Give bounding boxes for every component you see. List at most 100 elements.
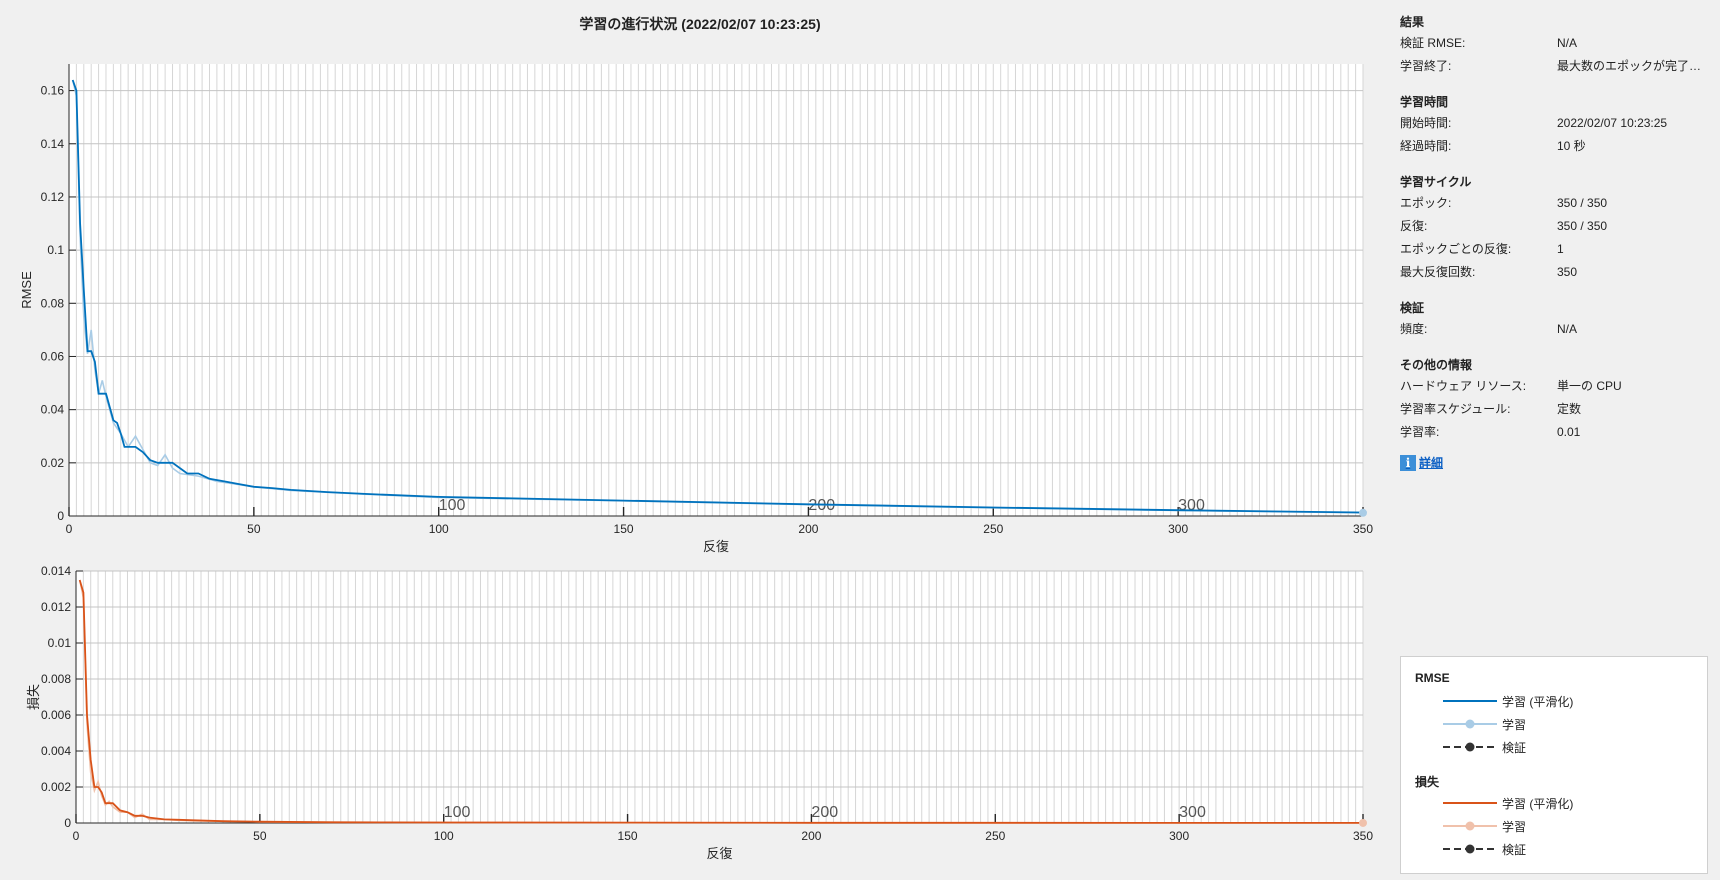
legend-line-dashed-icon — [1443, 742, 1497, 752]
info-row: 頻度: N/A — [1400, 318, 1710, 341]
info-label: ハードウェア リソース: — [1400, 379, 1527, 393]
info-label: 学習率スケジュール: — [1400, 402, 1511, 416]
y-tick-label: 0.04 — [41, 403, 65, 417]
y-tick-label: 0 — [64, 816, 71, 830]
details-link[interactable]: i 詳細 — [1400, 454, 1710, 471]
info-label: 学習率: — [1400, 425, 1440, 439]
info-row: 学習終了: 最大数のエポックが完了し... — [1400, 55, 1710, 78]
last-point-marker — [1359, 818, 1367, 827]
y-tick-label: 0.02 — [41, 456, 65, 470]
x-tick-label: 350 — [1353, 829, 1373, 843]
info-row: 経過時間: 10 秒 — [1400, 135, 1710, 158]
results-heading: 結果 — [1400, 15, 1425, 29]
info-label: 学習終了: — [1400, 59, 1452, 73]
y-tick-label: 0.1 — [47, 243, 64, 257]
y-tick-label: 0.014 — [41, 564, 71, 578]
x-axis-label: 反復 — [703, 539, 729, 554]
legend-loss-title: 損失 — [1415, 775, 1440, 789]
epoch-label: 100 — [439, 497, 466, 514]
x-tick-label: 350 — [1353, 522, 1373, 536]
legend-label: 検証 — [1502, 842, 1527, 857]
y-tick-label: 0 — [57, 509, 64, 523]
info-value: 350 / 350 — [1557, 219, 1608, 233]
legend-panel: RMSE 学習 (平滑化) 学習 検証 損失 学習 (平滑化) 学習 検証 — [1400, 656, 1708, 874]
x-tick-label: 250 — [985, 829, 1005, 843]
y-tick-label: 0.002 — [41, 780, 71, 794]
info-label: 開始時間: — [1400, 116, 1452, 130]
epoch-label: 200 — [811, 804, 838, 821]
info-row: エポックごとの反復: 1 — [1400, 238, 1710, 261]
y-tick-label: 0.14 — [41, 137, 65, 151]
y-tick-label: 0.004 — [41, 744, 71, 758]
info-row: エポック: 350 / 350 — [1400, 192, 1710, 215]
info-row: 検証 RMSE: N/A — [1400, 32, 1710, 55]
info-label: 頻度: — [1400, 322, 1428, 336]
y-tick-label: 0.008 — [41, 672, 71, 686]
x-tick-label: 200 — [801, 829, 821, 843]
legend-label: 学習 — [1502, 819, 1527, 834]
x-tick-label: 300 — [1168, 522, 1188, 536]
info-label: 検証 RMSE: — [1400, 36, 1466, 50]
y-tick-label: 0.01 — [48, 636, 72, 650]
legend-line-dashed-icon — [1443, 844, 1497, 854]
x-tick-label: 300 — [1169, 829, 1189, 843]
training-time-heading: 学習時間 — [1400, 95, 1449, 109]
legend-line-marker-icon — [1443, 719, 1497, 729]
info-row: 最大反復回数: 350 — [1400, 261, 1710, 284]
x-tick-label: 200 — [798, 522, 818, 536]
x-tick-label: 50 — [247, 522, 261, 536]
validation-heading: 検証 — [1400, 301, 1425, 315]
info-row: ハードウェア リソース: 単一の CPU — [1400, 375, 1710, 398]
legend-rmse-validation: 検証 — [1443, 737, 1526, 757]
loss-chart: 0 50 100 150 200 250 300 350 0 0.002 0.004 0.006 0.0… — [26, 564, 1373, 861]
y-tick-label: 0.012 — [41, 600, 71, 614]
info-value: 単一の CPU — [1557, 379, 1622, 393]
legend-loss-validation: 検証 — [1443, 839, 1526, 859]
legend-label: 学習 — [1502, 717, 1527, 732]
iteration-grid — [75, 571, 1364, 823]
training-cycle-heading: 学習サイクル — [1400, 175, 1472, 189]
legend-loss-smoothed: 学習 (平滑化) — [1443, 793, 1573, 813]
y-tick-label: 0.12 — [41, 190, 65, 204]
page-title: 学習の進行状況 (2022/02/07 10:23:25) — [579, 16, 821, 32]
details-link-label: 詳細 — [1419, 456, 1444, 470]
x-axis-label: 反復 — [706, 846, 732, 861]
rmse-chart: 0 50 100 150 200 250 300 350 0 0.02 0.04 0.06 0.08 0.… — [19, 64, 1373, 554]
other-info-heading: その他の情報 — [1400, 358, 1473, 372]
info-label: 最大反復回数: — [1400, 265, 1476, 279]
y-tick-label: 0.06 — [41, 349, 65, 363]
legend-label: 検証 — [1502, 740, 1527, 755]
info-label: エポックごとの反復: — [1400, 242, 1512, 256]
epoch-label: 100 — [444, 804, 471, 821]
x-tick-label: 50 — [253, 829, 267, 843]
legend-line-solid-icon — [1443, 802, 1497, 804]
y-axis-label: 損失 — [26, 684, 41, 710]
legend-rmse-training: 学習 — [1443, 714, 1526, 734]
x-tick-label: 250 — [983, 522, 1003, 536]
info-row: 学習率: 0.01 — [1400, 421, 1710, 444]
x-tick-label: 150 — [618, 829, 638, 843]
plot-area — [76, 571, 1363, 823]
series-smoothed-line — [78, 579, 1363, 824]
info-value: 1 — [1557, 242, 1564, 256]
legend-rmse-smoothed: 学習 (平滑化) — [1443, 691, 1573, 711]
epoch-label: 300 — [1179, 804, 1206, 821]
plot-area — [69, 64, 1363, 516]
info-value: N/A — [1557, 322, 1578, 336]
info-value: 0.01 — [1557, 425, 1581, 439]
info-row: 開始時間: 2022/02/07 10:23:25 — [1400, 112, 1710, 135]
y-tick-label: 0.08 — [41, 296, 65, 310]
last-point-marker — [1359, 508, 1367, 517]
info-value: 最大数のエポックが完了し... — [1557, 59, 1710, 73]
iteration-grid — [68, 64, 1364, 516]
x-tick-label: 150 — [614, 522, 634, 536]
info-label: 反復: — [1400, 219, 1428, 233]
legend-line-marker-icon — [1443, 821, 1497, 831]
legend-rmse-title: RMSE — [1415, 671, 1450, 685]
series-smoothed-line — [71, 79, 1364, 514]
info-label: 経過時間: — [1400, 139, 1452, 153]
legend-label: 学習 (平滑化) — [1502, 796, 1574, 811]
info-row: 反復: 350 / 350 — [1400, 215, 1710, 238]
x-tick-label: 0 — [73, 829, 80, 843]
x-tick-label: 100 — [434, 829, 454, 843]
